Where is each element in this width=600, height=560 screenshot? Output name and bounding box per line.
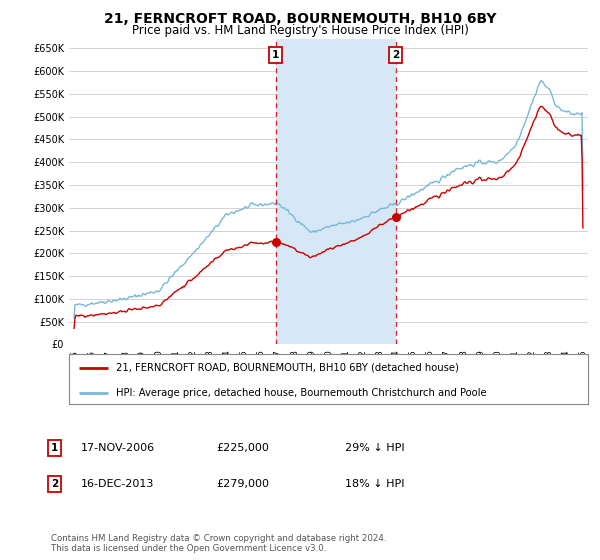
Text: Price paid vs. HM Land Registry's House Price Index (HPI): Price paid vs. HM Land Registry's House … (131, 24, 469, 37)
Text: 21, FERNCROFT ROAD, BOURNEMOUTH, BH10 6BY: 21, FERNCROFT ROAD, BOURNEMOUTH, BH10 6B… (104, 12, 496, 26)
Text: 16-DEC-2013: 16-DEC-2013 (81, 479, 154, 489)
Text: 1: 1 (51, 443, 58, 453)
Text: £225,000: £225,000 (216, 443, 269, 453)
Text: 2: 2 (392, 50, 399, 60)
Text: Contains HM Land Registry data © Crown copyright and database right 2024.
This d: Contains HM Land Registry data © Crown c… (51, 534, 386, 553)
Text: 2: 2 (51, 479, 58, 489)
Text: 1: 1 (272, 50, 279, 60)
Text: 17-NOV-2006: 17-NOV-2006 (81, 443, 155, 453)
Text: HPI: Average price, detached house, Bournemouth Christchurch and Poole: HPI: Average price, detached house, Bour… (116, 388, 487, 398)
Text: £279,000: £279,000 (216, 479, 269, 489)
Text: 21, FERNCROFT ROAD, BOURNEMOUTH, BH10 6BY (detached house): 21, FERNCROFT ROAD, BOURNEMOUTH, BH10 6B… (116, 362, 458, 372)
Text: 18% ↓ HPI: 18% ↓ HPI (345, 479, 404, 489)
Text: 29% ↓ HPI: 29% ↓ HPI (345, 443, 404, 453)
Bar (275, 39, 395, 344)
